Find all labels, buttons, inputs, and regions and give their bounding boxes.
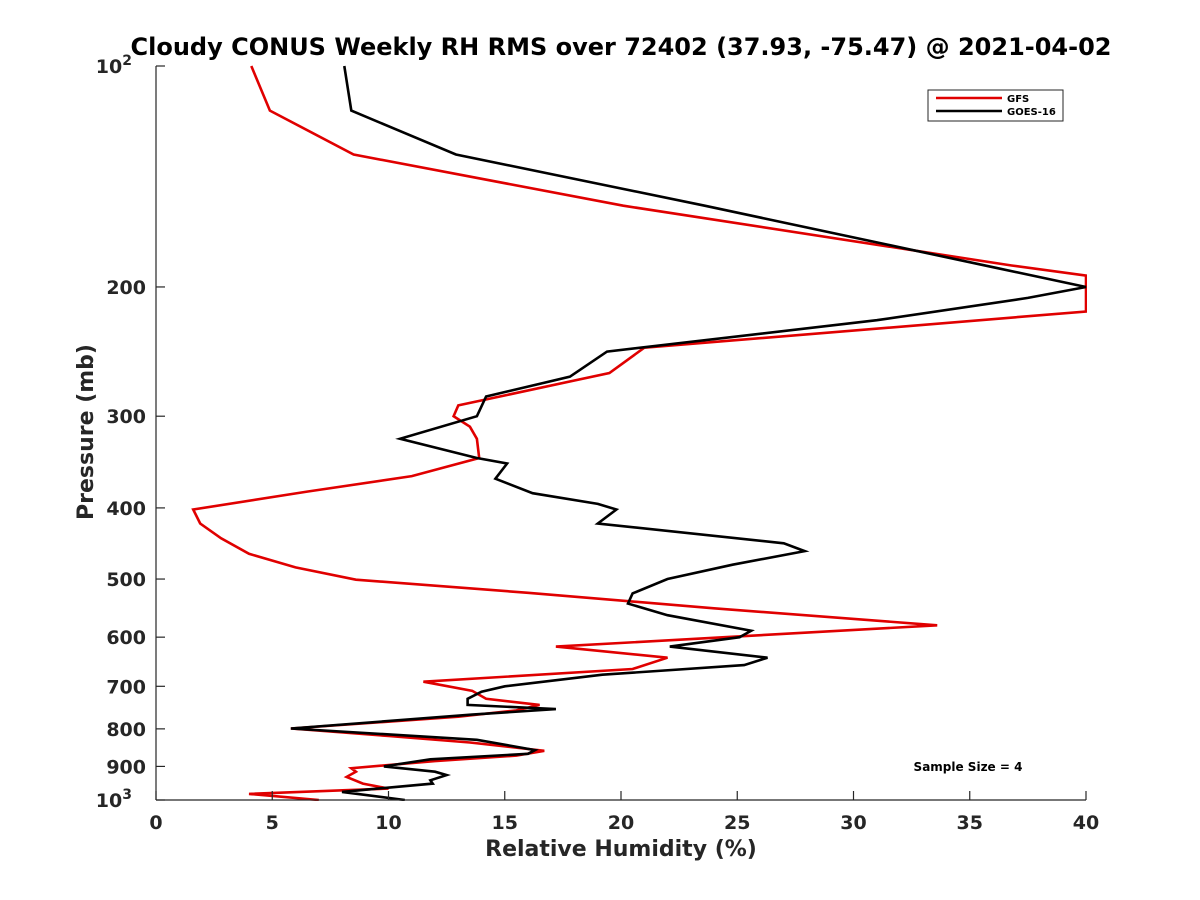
x-tick-label: 30 <box>840 812 866 834</box>
y-tick-label: 500 <box>106 569 146 591</box>
x-tick-label: 20 <box>608 812 634 834</box>
series-line-goes-16 <box>290 65 1087 801</box>
y-tick-label: 300 <box>106 406 146 428</box>
y-axis-label: Pressure (mb) <box>74 344 99 520</box>
axes-layer: 0 5 10 15 20 25 30 35 40 102 200 300 400 500 600 700 800… <box>96 53 1099 834</box>
legend: GFS GOES-16 <box>927 89 1064 122</box>
x-tick-label: 0 <box>149 812 162 834</box>
y-tick-label: 600 <box>106 627 146 649</box>
x-tick-label: 25 <box>724 812 750 834</box>
x-tick-label: 15 <box>492 812 518 834</box>
chart-title: Cloudy CONUS Weekly RH RMS over 72402 (3… <box>131 33 1112 61</box>
y-tick-label: 200 <box>106 277 146 299</box>
y-tick-label: 102 <box>96 53 132 78</box>
y-tick-label: 700 <box>106 676 146 698</box>
legend-box <box>927 89 1064 122</box>
plot-area <box>156 66 1086 800</box>
y-tick-label: 800 <box>106 719 146 741</box>
y-tick-label: 900 <box>106 756 146 778</box>
x-axis-label: Relative Humidity (%) <box>485 837 757 862</box>
y-tick-label: 103 <box>96 787 132 812</box>
x-tick-label: 5 <box>266 812 279 834</box>
legend-label-goes-16: GOES-16 <box>1007 107 1056 118</box>
x-tick-label: 35 <box>957 812 983 834</box>
series-layer <box>191 65 1087 801</box>
y-tick-label: 400 <box>106 498 146 520</box>
series-line-gfs <box>191 65 1087 801</box>
sample-size-annotation: Sample Size = 4 <box>914 760 1023 774</box>
x-tick-label: 40 <box>1073 812 1099 834</box>
x-tick-label: 10 <box>375 812 401 834</box>
legend-label-gfs: GFS <box>1007 94 1029 105</box>
